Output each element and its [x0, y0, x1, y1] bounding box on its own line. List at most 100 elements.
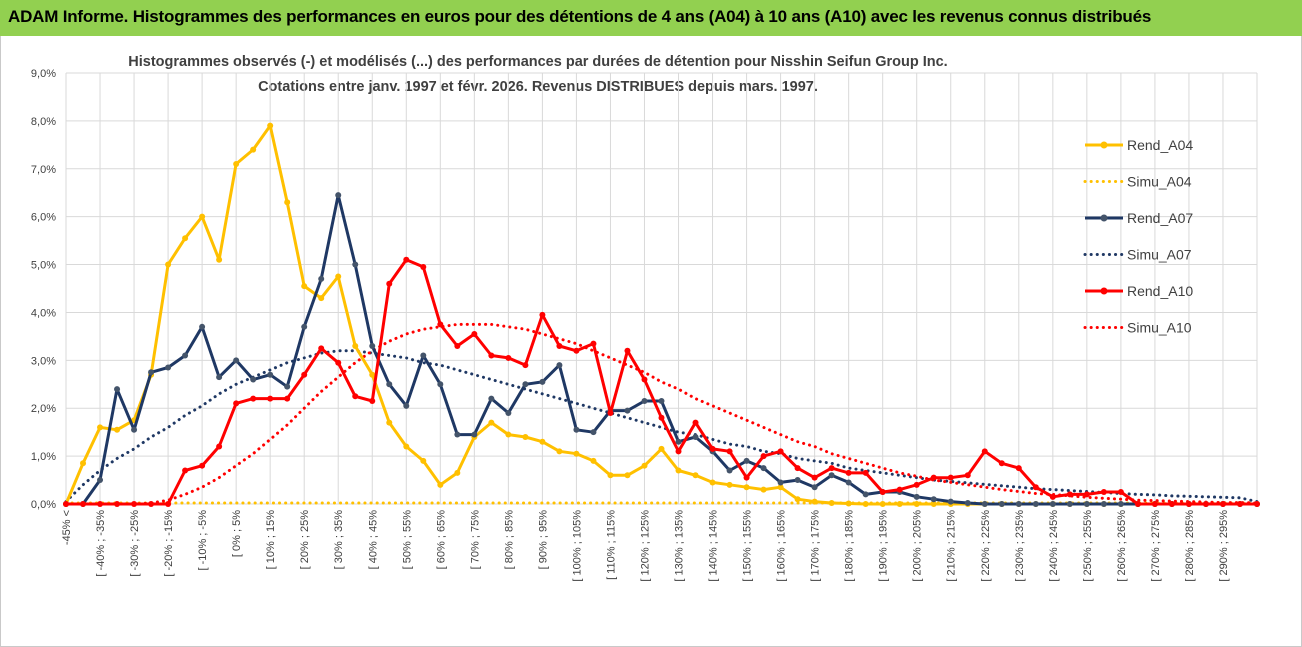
point-Rend_A04	[556, 448, 563, 455]
point-Rend_A04	[233, 160, 240, 167]
point-Rend_A04	[267, 122, 274, 129]
x-tick-label: [ -10% ; -5%	[197, 510, 209, 571]
point-Rend_A07	[199, 323, 206, 330]
x-tick-label: [ 290% ; 295%	[1218, 510, 1230, 582]
point-Rend_A10	[437, 321, 444, 328]
point-Rend_A10	[1185, 501, 1192, 507]
point-Rend_A07	[998, 501, 1005, 507]
point-Rend_A10	[641, 376, 648, 383]
point-Rend_A07	[233, 357, 240, 364]
point-Rend_A04	[386, 419, 393, 426]
x-tick-label: [ 90% ; 95%	[537, 510, 549, 570]
point-Rend_A07	[1100, 501, 1107, 507]
point-Rend_A10	[522, 362, 529, 369]
point-Rend_A10	[352, 393, 359, 400]
point-Rend_A07	[828, 472, 835, 479]
point-Rend_A10	[148, 501, 155, 507]
point-Rend_A07	[318, 275, 325, 282]
point-Rend_A10	[556, 342, 563, 349]
point-Rend_A07	[352, 261, 359, 268]
point-Rend_A04	[709, 479, 716, 486]
point-Rend_A10	[1083, 491, 1090, 498]
point-Rend_A10	[1151, 501, 1158, 507]
x-tick-label: [ -30% ; -25%	[129, 510, 141, 577]
point-Rend_A04	[828, 500, 835, 507]
point-Rend_A07	[148, 369, 155, 376]
point-Rend_A07	[284, 383, 291, 390]
point-Rend_A07	[97, 477, 104, 484]
point-Rend_A07	[845, 479, 852, 486]
point-Rend_A10	[862, 469, 869, 476]
point-Rend_A04	[80, 460, 87, 467]
point-Rend_A10	[335, 359, 342, 366]
x-tick-label: [ 40% ; 45%	[367, 510, 379, 570]
point-Rend_A04	[862, 501, 869, 507]
point-Rend_A10	[947, 474, 954, 481]
chart-title-line2: Cotations entre janv. 1997 et févr. 2026…	[258, 79, 818, 95]
point-Rend_A10	[573, 347, 580, 354]
point-Rend_A04	[590, 457, 597, 464]
point-Rend_A04	[692, 472, 699, 479]
point-Rend_A07	[624, 407, 631, 414]
point-Rend_A10	[403, 256, 410, 263]
legend-item-Simu_A04: Simu_A04	[1083, 174, 1192, 190]
point-Rend_A10	[1032, 484, 1039, 491]
legend-item-Simu_A10: Simu_A10	[1083, 320, 1192, 336]
x-axis-ticks: -45% < [ -40% ; -35% [ -30% ; -25% [ -20% ;…	[61, 510, 1230, 582]
line-Rend_A07	[66, 193, 1257, 506]
x-tick-label: [ 100% ; 105%	[571, 510, 583, 582]
x-tick-label: [ 160% ; 165%	[776, 510, 788, 582]
line-Simu_A07	[64, 349, 1259, 504]
y-tick-label: 1,0%	[31, 451, 56, 463]
point-Rend_A10	[896, 486, 903, 493]
series-Simu_A07	[64, 349, 1259, 504]
x-tick-label: [ 0% ; 5%	[231, 510, 243, 557]
point-Rend_A10	[964, 472, 971, 479]
x-tick-label: [ 140% ; 145%	[708, 510, 720, 582]
point-Rend_A07	[369, 342, 376, 349]
point-Rend_A10	[233, 400, 240, 407]
point-Rend_A10	[80, 501, 87, 507]
point-Rend_A07	[182, 352, 189, 359]
point-Rend_A07	[1066, 501, 1073, 507]
point-Rend_A07	[743, 457, 750, 464]
point-Rend_A04	[658, 445, 665, 452]
point-Rend_A04	[420, 457, 427, 464]
legend-marker	[1100, 214, 1108, 222]
x-tick-label: -45% <	[61, 510, 73, 545]
point-Rend_A07	[556, 362, 563, 369]
point-Rend_A07	[1117, 501, 1124, 507]
point-Rend_A10	[1100, 489, 1107, 496]
legend-item-Rend_A07: Rend_A07	[1085, 210, 1193, 226]
point-Rend_A07	[692, 433, 699, 440]
point-Rend_A07	[658, 398, 665, 405]
legend-item-Rend_A10: Rend_A10	[1085, 283, 1193, 299]
x-tick-label: [ 120% ; 125%	[639, 510, 651, 582]
point-Rend_A07	[964, 500, 971, 507]
point-Rend_A10	[1117, 489, 1124, 496]
point-Rend_A04	[97, 424, 104, 431]
x-tick-label: [ 210% ; 215%	[946, 510, 958, 582]
legend-label: Rend_A04	[1127, 137, 1193, 153]
point-Rend_A04	[403, 443, 410, 450]
point-Rend_A04	[284, 199, 291, 206]
point-Rend_A04	[675, 467, 682, 474]
point-Rend_A10	[845, 469, 852, 476]
point-Rend_A10	[131, 501, 138, 507]
point-Rend_A04	[216, 256, 223, 263]
point-Rend_A07	[760, 465, 767, 472]
point-Rend_A10	[1134, 501, 1141, 507]
point-Rend_A04	[743, 484, 750, 491]
point-Rend_A07	[811, 484, 818, 491]
point-Rend_A10	[454, 342, 461, 349]
point-Rend_A10	[471, 330, 478, 337]
header-title: ADAM Informe. Histogrammes des performan…	[8, 7, 1152, 26]
point-Rend_A10	[1066, 491, 1073, 498]
point-Rend_A10	[369, 398, 376, 405]
x-tick-label: [ 220% ; 225%	[980, 510, 992, 582]
chart-svg: Histogrammes observés (-) et modélisés (…	[31, 54, 1260, 582]
point-Rend_A04	[352, 342, 359, 349]
point-Rend_A04	[522, 433, 529, 440]
x-tick-label: [ 60% ; 65%	[435, 510, 447, 570]
